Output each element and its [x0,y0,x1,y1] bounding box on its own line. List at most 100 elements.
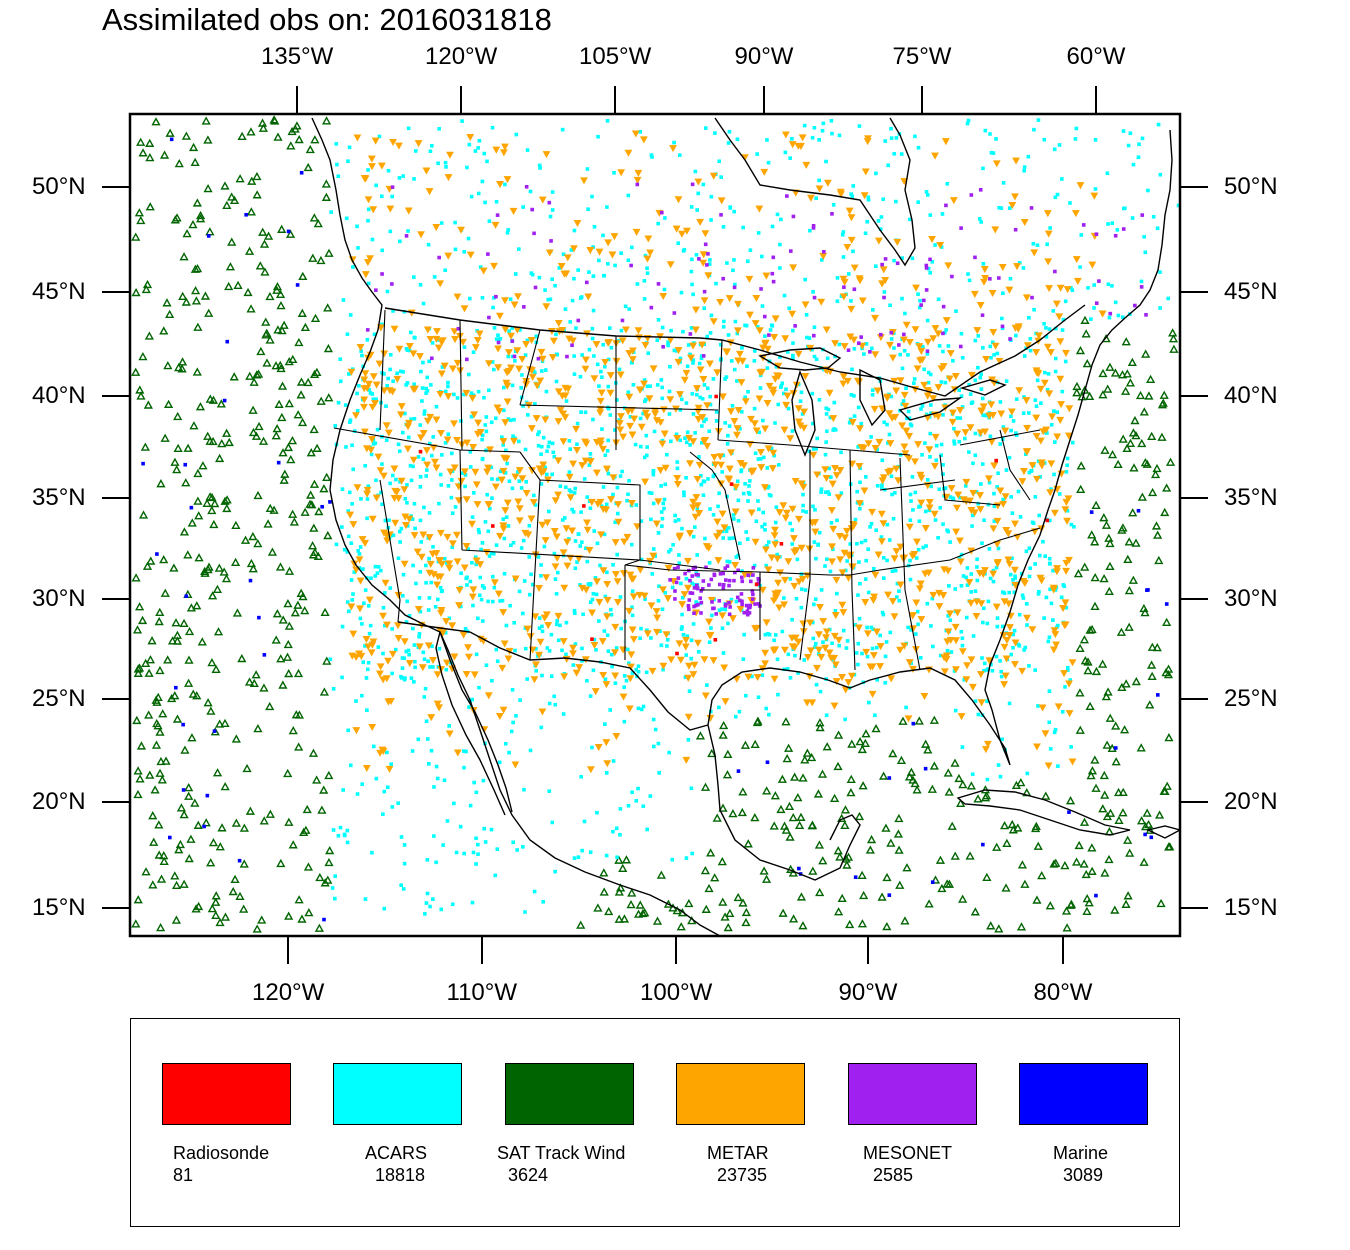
obs-marker [722,348,731,356]
obs-marker [409,350,418,358]
obs-marker [597,531,605,539]
acars-marker [560,127,565,132]
obs-marker [162,298,172,307]
obs-marker [417,553,426,561]
obs-marker [686,460,694,468]
obs-marker [592,469,601,477]
obs-marker [1041,791,1051,800]
acars-marker [959,552,964,557]
acars-marker [539,444,544,449]
obs-marker [877,510,886,518]
acars-marker [814,446,818,451]
acars-marker [395,371,399,376]
obs-marker [260,267,270,276]
obs-marker [1159,390,1169,399]
obs-marker [170,871,180,880]
acars-marker [672,140,676,145]
obs-marker [181,478,191,487]
obs-marker [135,385,145,394]
obs-marker [625,607,634,615]
acars-marker [810,135,815,140]
acars-marker [970,524,974,528]
obs-marker [390,494,399,503]
obs-marker [737,379,746,387]
acars-marker [790,429,795,433]
obs-marker [296,588,306,597]
acars-marker [1053,356,1058,361]
obs-marker [1068,758,1077,766]
obs-marker [283,768,293,778]
acars-marker [1166,296,1171,301]
acars-marker [960,355,965,360]
obs-marker [651,410,660,418]
acars-marker [660,524,664,528]
obs-marker [599,567,608,575]
acars-marker [973,378,978,383]
obs-marker [956,537,964,545]
obs-marker [205,227,215,236]
acars-marker [973,699,978,703]
acars-marker [955,416,959,420]
obs-marker [694,415,703,423]
obs-marker [611,623,620,631]
obs-marker [604,339,613,347]
obs-marker [235,174,245,183]
acars-marker [728,205,732,209]
obs-marker [239,904,249,913]
mesonet-marker [687,598,692,602]
obs-marker [981,567,989,575]
acars-marker [1131,162,1136,167]
obs-marker [813,471,822,479]
left-lat-label: 25°N [32,685,86,712]
acars-marker [340,487,345,491]
acars-marker [946,529,950,534]
acars-marker [975,565,979,569]
obs-marker [861,599,870,607]
obs-marker [863,138,872,146]
obs-marker [390,325,399,333]
acars-marker [489,465,494,470]
acars-marker [437,126,441,131]
acars-marker [890,569,895,573]
acars-marker [382,623,387,628]
mesonet-marker [941,304,946,309]
acars-marker [570,507,574,512]
acars-marker [726,526,731,530]
acars-marker [356,246,360,250]
acars-marker [554,622,559,627]
acars-marker [385,785,390,790]
acars-marker [1017,612,1022,617]
obs-marker [278,615,288,624]
obs-marker [390,465,399,473]
acars-marker [662,287,667,292]
obs-marker [788,505,797,513]
obs-marker [405,419,413,427]
legend-count-marine: 3089 [1063,1165,1104,1185]
acars-marker [690,581,694,586]
acars-marker [613,681,618,685]
acars-marker [636,706,641,711]
obs-marker [763,399,772,408]
obs-marker [1023,614,1031,622]
obs-marker [360,175,369,183]
obs-marker [815,718,825,727]
obs-marker [212,768,223,777]
acars-marker [611,563,615,567]
obs-marker [1005,632,1014,640]
obs-marker [308,748,319,757]
mesonet-marker [390,185,395,189]
obs-marker [1080,315,1090,324]
acars-marker [348,420,352,425]
obs-marker [499,609,508,617]
obs-marker [296,377,307,386]
obs-marker [1018,478,1027,486]
acars-marker [357,552,362,556]
obs-marker [929,591,938,599]
obs-marker [893,829,904,838]
acars-marker [833,428,838,432]
acars-marker [716,504,720,509]
mesonet-marker [672,311,677,315]
acars-marker [429,383,433,387]
acars-marker [1106,222,1110,226]
obs-marker [569,460,577,468]
